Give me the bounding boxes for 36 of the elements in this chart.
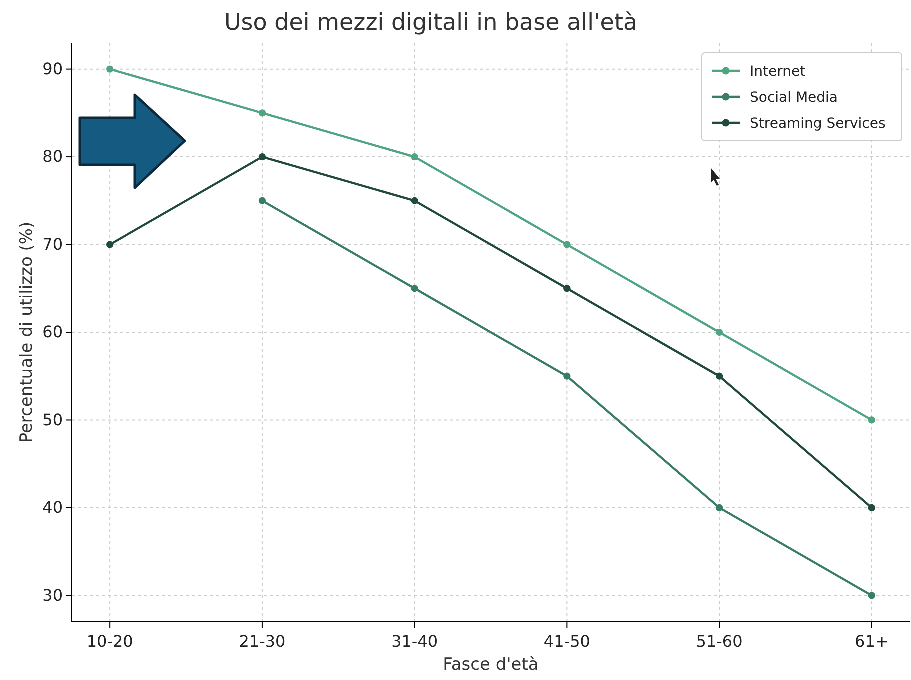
point xyxy=(716,504,724,512)
point xyxy=(411,153,418,161)
y-tick-label: 80 xyxy=(42,147,63,166)
legend-label: Internet xyxy=(750,64,806,80)
chart-title: Uso dei mezzi digitali in base all'età xyxy=(224,10,638,36)
point xyxy=(258,110,266,117)
point xyxy=(258,197,266,204)
point xyxy=(564,241,571,248)
y-tick-label: 30 xyxy=(42,586,63,605)
point xyxy=(258,153,266,161)
point xyxy=(106,66,114,73)
x-tick-label: 51-60 xyxy=(696,632,743,651)
point xyxy=(564,285,571,292)
point xyxy=(564,372,571,380)
point xyxy=(716,328,724,336)
x-tick-label: 41-50 xyxy=(544,632,590,651)
point xyxy=(716,372,724,380)
legend-label: Social Media xyxy=(750,90,838,106)
y-tick-label: 90 xyxy=(42,59,63,78)
point xyxy=(106,241,114,248)
point xyxy=(411,197,418,204)
x-tick-label: 21-30 xyxy=(239,632,286,651)
point xyxy=(868,504,876,512)
point xyxy=(411,285,418,292)
y-tick-label: 70 xyxy=(42,234,63,254)
y-tick-label: 50 xyxy=(42,410,63,430)
y-tick-label: 40 xyxy=(42,498,63,518)
x-tick-label: 10-20 xyxy=(86,632,134,651)
x-axis-title: Fasce d'età xyxy=(443,655,539,675)
x-tick-label: 61+ xyxy=(855,632,889,651)
legend-label: Streaming Services xyxy=(750,116,886,132)
point xyxy=(868,592,876,600)
y-axis-title: Percentuale di utilizzo (%) xyxy=(17,222,37,444)
x-tick-label: 31-40 xyxy=(392,632,438,651)
y-tick-label: 60 xyxy=(42,322,63,342)
point xyxy=(868,416,876,424)
